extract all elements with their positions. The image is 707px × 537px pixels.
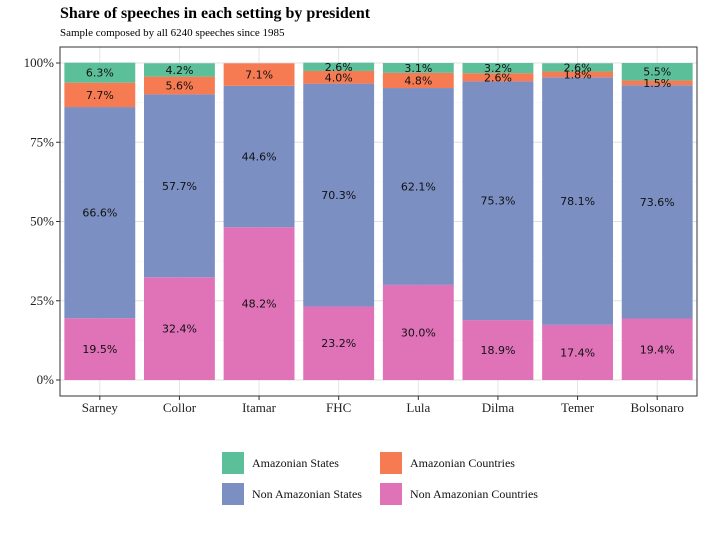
legend-label: Amazonian States — [252, 456, 339, 470]
bar-segment — [223, 85, 295, 228]
data-label: 2.6% — [325, 61, 353, 74]
x-tick-label: Lula — [406, 400, 430, 415]
y-tick-label: 25% — [30, 293, 54, 308]
x-tick-label: Itamar — [242, 400, 277, 415]
bar-segment — [542, 71, 613, 78]
data-label: 1.5% — [643, 77, 671, 90]
y-tick-label: 100% — [24, 55, 55, 70]
data-label: 66.6% — [82, 207, 117, 220]
bar-segment — [64, 62, 136, 83]
bar-segment — [64, 318, 136, 380]
bar-segment — [303, 306, 375, 380]
legend-swatch — [222, 452, 244, 474]
data-label: 70.3% — [321, 189, 356, 202]
bar-segment — [382, 284, 454, 380]
data-label: 18.9% — [480, 344, 515, 357]
data-label: 17.4% — [560, 346, 595, 359]
legend-swatch — [222, 483, 244, 505]
x-tick-label: Collor — [163, 400, 197, 415]
legend-swatch — [380, 452, 402, 474]
data-label: 78.1% — [560, 195, 595, 208]
bar-segment — [144, 277, 215, 380]
y-tick-label: 75% — [30, 134, 54, 149]
data-label: 2.6% — [484, 71, 512, 84]
data-label: 5.6% — [165, 80, 193, 93]
bar-segment — [542, 77, 613, 325]
bar-segment — [621, 80, 693, 86]
bar-segment — [462, 320, 534, 380]
data-label: 4.0% — [325, 71, 353, 84]
y-tick-label: 0% — [37, 372, 55, 387]
bar-segment — [144, 76, 215, 95]
bar-segment — [462, 73, 534, 82]
data-label: 4.8% — [404, 74, 432, 87]
bar-segment — [462, 63, 534, 74]
x-tick-label: FHC — [326, 400, 351, 415]
bar-segment — [382, 72, 454, 89]
legend-swatch — [380, 483, 402, 505]
legend-label: Non Amazonian Countries — [410, 487, 538, 501]
bar-segment — [542, 324, 613, 380]
data-label: 23.2% — [321, 337, 356, 350]
bar-segment — [621, 85, 693, 319]
bar-segment — [462, 81, 534, 321]
data-label: 3.1% — [404, 62, 432, 75]
x-tick-label: Sarney — [82, 400, 119, 415]
bar-segment — [621, 63, 693, 81]
bar-segment — [303, 70, 375, 84]
y-tick-label: 50% — [30, 214, 54, 229]
data-label: 48.2% — [242, 298, 277, 311]
bar-segment — [144, 63, 215, 77]
chart-subtitle: Sample composed by all 6240 speeches sin… — [60, 27, 285, 39]
data-label: 3.2% — [484, 62, 512, 75]
bar-segment — [223, 227, 295, 380]
bar-segment — [542, 63, 613, 72]
legend-label: Non Amazonian States — [252, 487, 362, 501]
bar-segment — [621, 318, 693, 380]
x-tick-label: Bolsonaro — [630, 400, 683, 415]
bar-segment — [64, 82, 136, 108]
data-label: 7.7% — [86, 89, 114, 102]
bar-segment — [64, 107, 136, 319]
data-label: 1.8% — [564, 68, 592, 81]
bar-segment — [223, 63, 295, 86]
data-label: 6.3% — [86, 67, 114, 80]
data-label: 7.1% — [245, 69, 273, 82]
data-label: 19.5% — [82, 343, 117, 356]
data-label: 19.4% — [640, 343, 675, 356]
chart-title: Share of speeches in each setting by pre… — [60, 5, 371, 22]
bar-segment — [303, 83, 375, 307]
bar-segment — [144, 94, 215, 278]
data-label: 32.4% — [162, 323, 197, 336]
data-label: 62.1% — [401, 180, 436, 193]
data-label: 73.6% — [640, 196, 675, 209]
data-label: 2.6% — [564, 61, 592, 74]
x-tick-label: Dilma — [482, 400, 515, 415]
bar-segment — [303, 62, 375, 71]
data-label: 57.7% — [162, 180, 197, 193]
legend-label: Amazonian Countries — [410, 456, 515, 470]
data-label: 44.6% — [242, 151, 277, 164]
bar-segment — [382, 88, 454, 285]
data-label: 4.2% — [165, 64, 193, 77]
x-tick-label: Temer — [561, 400, 595, 415]
data-label: 30.0% — [401, 326, 436, 339]
data-label: 75.3% — [480, 195, 515, 208]
bar-segment — [382, 63, 454, 73]
data-label: 5.5% — [643, 66, 671, 79]
